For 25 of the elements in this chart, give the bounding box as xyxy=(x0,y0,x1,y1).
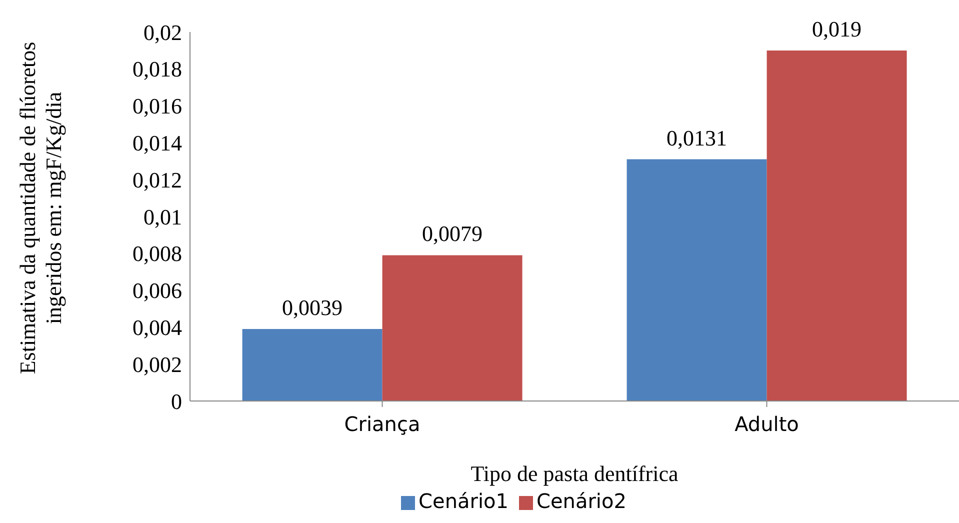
x-tick-label: Adulto xyxy=(734,412,799,436)
data-label: 0,0079 xyxy=(422,221,483,246)
y-tick-label: 0,014 xyxy=(132,130,182,156)
data-label: 0,019 xyxy=(812,16,862,42)
data-label: 0,0131 xyxy=(666,125,728,150)
y-tick-label: 0,012 xyxy=(132,167,182,192)
bar xyxy=(766,50,907,401)
y-tick-label: 0,004 xyxy=(132,315,182,340)
bar xyxy=(626,159,767,401)
data-label: 0,0039 xyxy=(282,295,343,320)
y-tick-label: 0,006 xyxy=(132,278,182,304)
y-tick-label: 0 xyxy=(171,388,182,414)
bar xyxy=(242,329,382,401)
y-tick-label: 0,02 xyxy=(144,20,182,45)
legend-label: Cenário2 xyxy=(536,489,626,513)
y-tick-label: 0,008 xyxy=(132,241,182,266)
bar xyxy=(382,255,522,401)
y-tick-label: 0,016 xyxy=(132,94,182,119)
y-axis-title: Estimativa da quantidade de flúoretos ingeridos em: mgF/Kg/dia xyxy=(15,42,66,374)
y-tick-label: 0,002 xyxy=(132,352,182,377)
y-tick-label: 0,01 xyxy=(144,204,182,230)
y-tick-label: 0,018 xyxy=(132,56,182,82)
legend-label: Cenário1 xyxy=(418,489,508,513)
x-axis-title: Tipo de pasta dentífrica xyxy=(470,461,678,486)
x-tick-label: Criança xyxy=(344,412,420,436)
